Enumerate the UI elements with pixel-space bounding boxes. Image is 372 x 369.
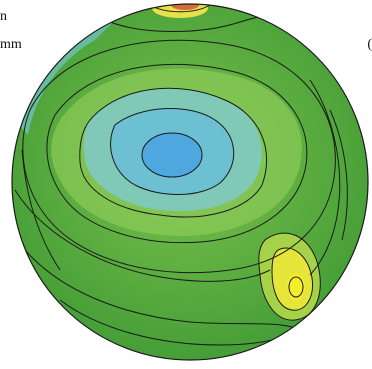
contour-right-arc-2	[329, 109, 348, 241]
contour-outer-1	[46, 63, 308, 244]
contour-left-arc	[21, 149, 61, 271]
yellow-bump-core	[287, 274, 305, 300]
contour-lower-arc-1	[14, 189, 271, 282]
contour-right-arc-1	[309, 79, 341, 276]
disc-outline	[11, 3, 369, 361]
left-label-bottom: mm	[0, 37, 22, 52]
blue-core-region	[142, 133, 202, 177]
contour-blue-core	[141, 132, 203, 178]
contour-bump-outer	[258, 232, 321, 321]
right-edge-label: (	[367, 37, 372, 52]
contour-bump-core	[288, 276, 304, 298]
contour-inner	[110, 108, 235, 195]
contour-bump-mid	[271, 247, 314, 311]
top-hot-core	[171, 4, 199, 10]
contour-outer-2	[22, 39, 336, 274]
left-label-top: n	[0, 9, 7, 24]
contour-mid	[79, 87, 268, 218]
contour-lower-arc-2	[24, 249, 301, 331]
